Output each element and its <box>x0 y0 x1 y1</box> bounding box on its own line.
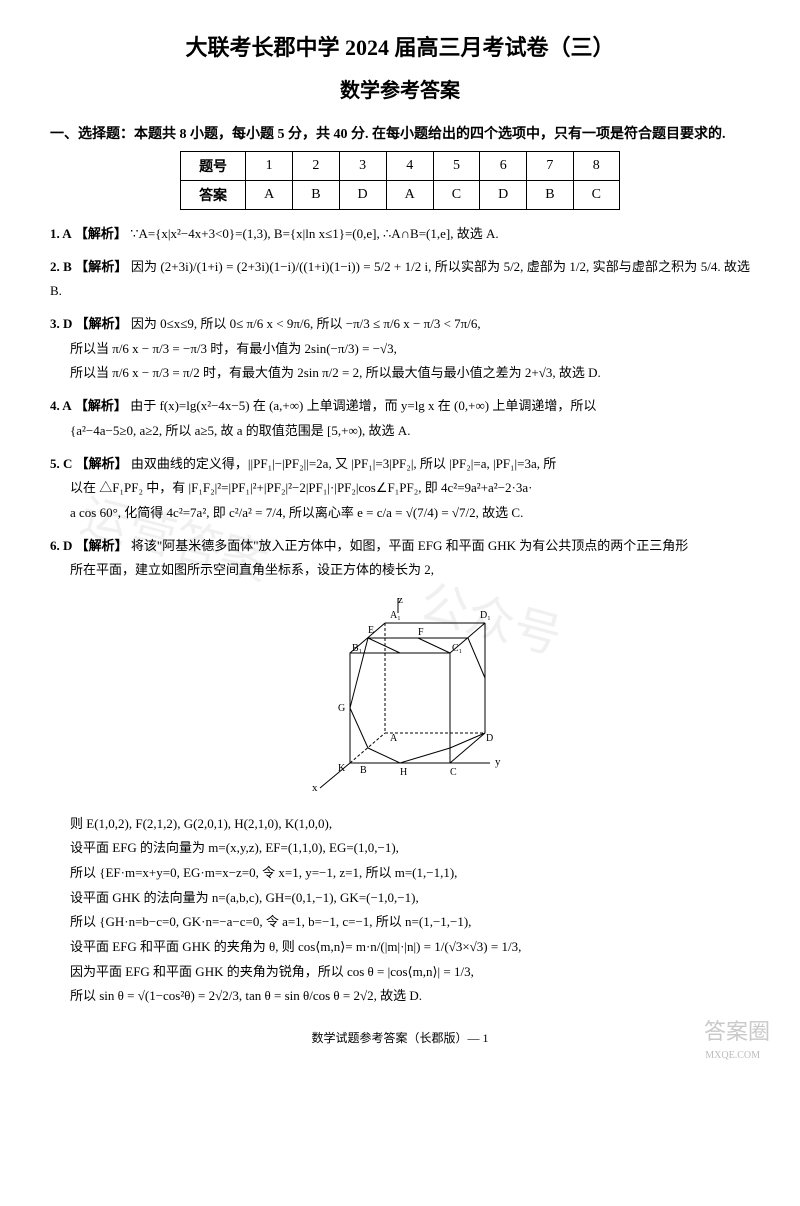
qnum: 7 <box>527 152 573 181</box>
qnum: 3 <box>339 152 386 181</box>
answer: A <box>386 181 433 210</box>
solution-4: 4. A 【解析】 由于 f(x)=lg(x²−4x−5) 在 (a,+∞) 上… <box>50 394 750 443</box>
solution-6: 6. D 【解析】 将该"阿基米德多面体"放入正方体中，如图，平面 EFG 和平… <box>50 534 750 1010</box>
cube-diagram: z y x A₁ <box>290 593 510 793</box>
sol-text: 将该"阿基米德多面体"放入正方体中，如图，平面 EFG 和平面 GHK 为有公共… <box>131 538 688 553</box>
sol-line: a cos 60°, 化简得 4c²=7a², 即 c²/a² = 7/4, 所… <box>50 501 750 526</box>
answer-label: 答案 <box>181 181 246 210</box>
sol-line: 所以当 π/6 x − π/3 = −π/3 时，有最小值为 2sin(−π/3… <box>50 337 750 362</box>
label: K <box>338 763 346 774</box>
sol-line: 设平面 EFG 和平面 GHK 的夹角为 θ, 则 cos⟨m,n⟩= m·n/… <box>50 935 750 960</box>
sol-line: 所以 {GH·n=b−c=0, GK·n=−a−c=0, 令 a=1, b=−1… <box>50 910 750 935</box>
label: G <box>338 703 345 714</box>
sol-tag: 【解析】 <box>75 226 127 241</box>
logo-sub: MXQE.COM <box>705 1050 760 1061</box>
qnum: 2 <box>293 152 339 181</box>
solution-3: 3. D 【解析】 因为 0≤x≤9, 所以 0≤ π/6 x < 9π/6, … <box>50 312 750 386</box>
answer: D <box>339 181 386 210</box>
sol-line: {a²−4a−5≥0, a≥2, 所以 a≥5, 故 a 的取值范围是 [5,+… <box>50 419 750 444</box>
sol-line: 以在 △F₁PF₂ 中，有 |F₁F₂|²=|PF₁|²+|PF₂|²−2|PF… <box>50 476 750 501</box>
sol-tag: 【解析】 <box>75 398 127 413</box>
sol-line: 所以 sin θ = √(1−cos²θ) = 2√2/3, tan θ = s… <box>50 984 750 1009</box>
label: A <box>390 733 398 744</box>
solution-2: 2. B 【解析】 因为 (2+3i)/(1+i) = (2+3i)(1−i)/… <box>50 255 750 304</box>
answer: C <box>573 181 619 210</box>
qnum: 4 <box>386 152 433 181</box>
page-footer: 数学试题参考答案（长郡版）— 1 <box>50 1029 750 1046</box>
sol-num: 4. A <box>50 398 72 413</box>
answer: D <box>480 181 527 210</box>
table-row: 答案 A B D A C D B C <box>181 181 620 210</box>
label: C <box>450 767 457 778</box>
sol-tag: 【解析】 <box>75 259 127 274</box>
sol-text: 因为 0≤x≤9, 所以 0≤ π/6 x < 9π/6, 所以 −π/3 ≤ … <box>131 316 481 331</box>
sol-tag: 【解析】 <box>76 456 128 471</box>
axis-y-label: y <box>495 756 501 768</box>
page-title: 大联考长郡中学 2024 届高三月考试卷（三） <box>50 30 750 62</box>
sol-text: 由双曲线的定义得，||PF₁|−|PF₂||=2a, 又 |PF₁|=3|PF₂… <box>131 456 556 471</box>
sol-line: 因为平面 EFG 和平面 GHK 的夹角为锐角，所以 cos θ = |cos⟨… <box>50 960 750 985</box>
label: B <box>360 765 367 776</box>
label: F <box>418 627 424 638</box>
label: B₁ <box>352 643 362 654</box>
page-subtitle: 数学参考答案 <box>50 74 750 103</box>
sol-tag: 【解析】 <box>76 316 128 331</box>
label: E <box>368 625 374 636</box>
sol-line: 则 E(1,0,2), F(2,1,2), G(2,0,1), H(2,1,0)… <box>50 812 750 837</box>
label: D <box>486 733 493 744</box>
answer: A <box>246 181 293 210</box>
label: C₁ <box>452 643 462 654</box>
qnum: 5 <box>433 152 479 181</box>
answer: B <box>527 181 573 210</box>
label: H <box>400 767 407 778</box>
axis-x-label: x <box>312 782 318 793</box>
label: D₁ <box>480 610 491 621</box>
sol-line: 所以当 π/6 x − π/3 = π/2 时，有最大值为 2sin π/2 =… <box>50 361 750 386</box>
sol-tag: 【解析】 <box>76 538 128 553</box>
answer: C <box>433 181 479 210</box>
qnum: 8 <box>573 152 619 181</box>
sol-num: 6. D <box>50 538 72 553</box>
qnum: 1 <box>246 152 293 181</box>
sol-num: 3. D <box>50 316 72 331</box>
qnum: 6 <box>480 152 527 181</box>
logo-text: 答案圈 <box>704 1014 770 1046</box>
sol-line: 设平面 GHK 的法向量为 n=(a,b,c), GH=(0,1,−1), GK… <box>50 886 750 911</box>
sol-num: 1. A <box>50 226 72 241</box>
sol-text: 由于 f(x)=lg(x²−4x−5) 在 (a,+∞) 上单调递增，而 y=l… <box>130 398 596 413</box>
solution-1: 1. A 【解析】 ∵A={x|x²−4x+3<0}=(1,3), B={x|l… <box>50 222 750 247</box>
axis-z-label: z <box>398 594 403 606</box>
diagram-container: z y x A₁ <box>50 593 750 802</box>
sol-num: 2. B <box>50 259 72 274</box>
sol-line: 所以 {EF·m=x+y=0, EG·m=x−z=0, 令 x=1, y=−1,… <box>50 861 750 886</box>
sol-text: 因为 (2+3i)/(1+i) = (2+3i)(1−i)/((1+i)(1−i… <box>50 259 750 299</box>
answer: B <box>293 181 339 210</box>
label: A₁ <box>390 610 401 621</box>
sol-line: 设平面 EFG 的法向量为 m=(x,y,z), EF=(1,1,0), EG=… <box>50 836 750 861</box>
sol-num: 5. C <box>50 456 72 471</box>
solution-5: 5. C 【解析】 由双曲线的定义得，||PF₁|−|PF₂||=2a, 又 |… <box>50 452 750 526</box>
answer-table: 题号 1 2 3 4 5 6 7 8 答案 A B D A C D B C <box>180 151 620 210</box>
header-label: 题号 <box>181 152 246 181</box>
sol-text: ∵A={x|x²−4x+3<0}=(1,3), B={x|ln x≤1}=(0,… <box>130 226 498 241</box>
table-row: 题号 1 2 3 4 5 6 7 8 <box>181 152 620 181</box>
section-1-header: 一、选择题：本题共 8 小题，每小题 5 分，共 40 分. 在每小题给出的四个… <box>50 123 750 143</box>
sol-line: 所在平面，建立如图所示空间直角坐标系，设正方体的棱长为 2, <box>50 558 750 583</box>
